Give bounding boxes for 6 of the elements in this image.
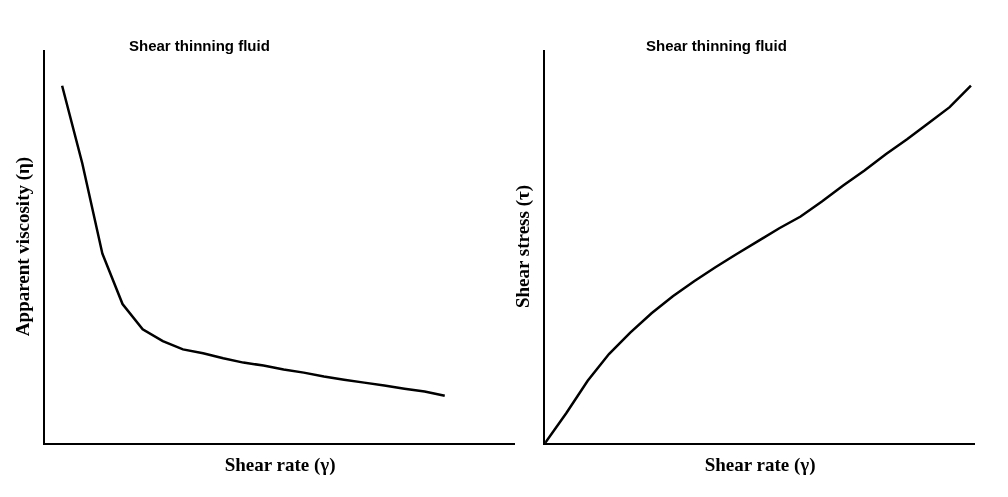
x-axis-title: Shear rate (γ) <box>224 454 336 477</box>
chart-title: Shear thinning fluid <box>129 37 270 54</box>
y-axis-title: Shear stress (τ) <box>512 184 535 309</box>
x-axis-title: Shear rate (γ) <box>704 454 816 477</box>
chart-title: Shear thinning fluid <box>646 37 787 54</box>
y-axis-title: Apparent viscosity (η) <box>12 156 35 337</box>
